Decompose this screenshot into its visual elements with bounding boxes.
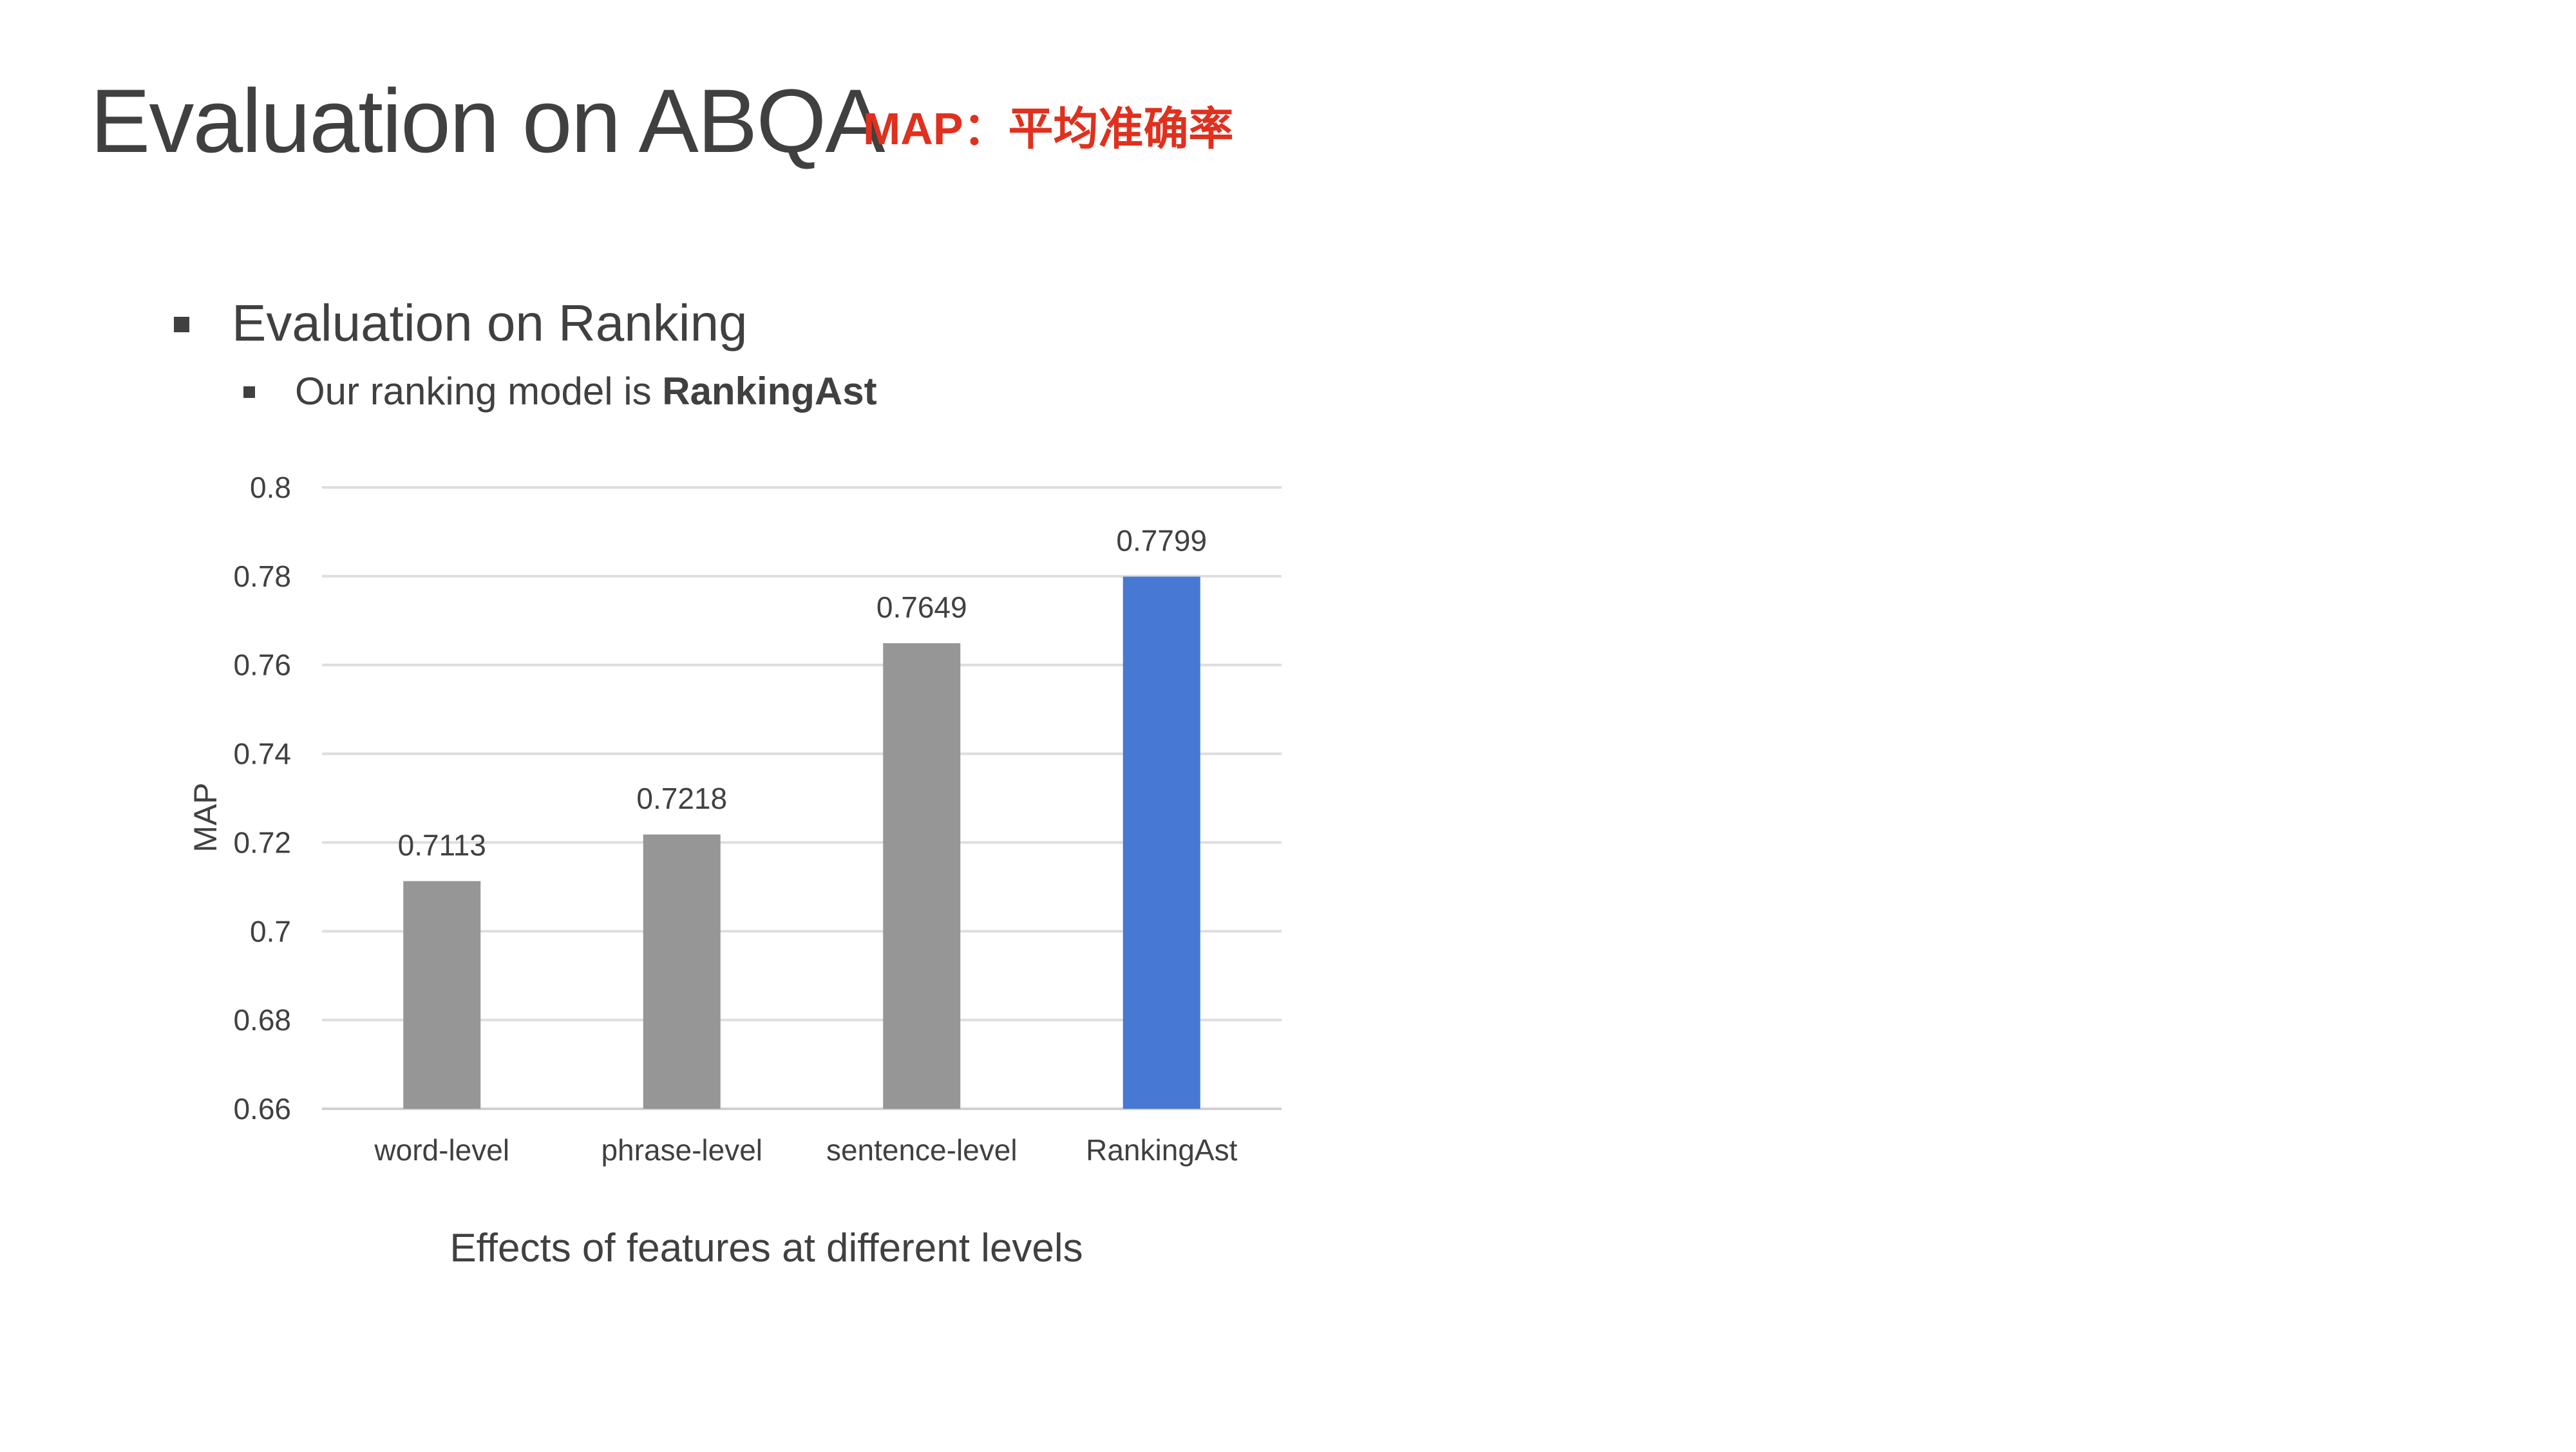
y-axis-label: MAP bbox=[187, 782, 223, 852]
data-label: 0.7218 bbox=[636, 782, 727, 815]
chart-bars bbox=[403, 576, 1200, 1109]
x-axis-ticks: word-level phrase-level sentence-level Rank… bbox=[374, 1133, 1237, 1167]
y-tick-label: 0.76 bbox=[233, 648, 291, 682]
y-tick-label: 0.7 bbox=[250, 914, 291, 948]
map-definition-note: MAP：平均准确率 bbox=[863, 104, 1234, 154]
chart-gridlines bbox=[322, 486, 1282, 1110]
bar-data-labels: 0.7113 0.7218 0.7649 0.7799 bbox=[398, 524, 1207, 862]
y-tick-label: 0.74 bbox=[233, 737, 291, 771]
y-tick-label: 0.72 bbox=[233, 825, 291, 859]
y-axis-ticks: 0.66 0.68 0.7 0.72 0.74 0.76 0.78 0.8 bbox=[233, 471, 291, 1126]
bar-word-level bbox=[403, 881, 481, 1109]
x-tick-label: RankingAst bbox=[1086, 1133, 1237, 1167]
data-label: 0.7649 bbox=[876, 590, 967, 624]
bar-RankingAst bbox=[1122, 576, 1200, 1109]
x-tick-label: sentence-level bbox=[826, 1133, 1018, 1167]
bullet-square-icon bbox=[243, 386, 255, 398]
model-name: RankingAst bbox=[662, 370, 877, 413]
y-tick-label: 0.8 bbox=[250, 471, 291, 504]
bar-phrase-level bbox=[643, 834, 721, 1109]
chart-caption: Effects of features at different levels bbox=[450, 1226, 1083, 1270]
y-tick-label: 0.78 bbox=[233, 560, 291, 593]
slide-title: Evaluation on ABQA bbox=[90, 70, 886, 171]
x-tick-label: word-level bbox=[374, 1133, 509, 1167]
data-label: 0.7113 bbox=[398, 828, 486, 862]
y-tick-label: 0.66 bbox=[233, 1092, 291, 1126]
sub-bullet-text: Our ranking model is RankingAst bbox=[295, 372, 877, 411]
sub-bullet-prefix: Our ranking model is bbox=[295, 370, 663, 413]
bullet-square-icon bbox=[174, 317, 189, 332]
y-tick-label: 0.68 bbox=[233, 1003, 291, 1037]
data-label: 0.7799 bbox=[1116, 524, 1207, 558]
x-tick-label: phrase-level bbox=[601, 1133, 762, 1167]
bullet-text: Evaluation on Ranking bbox=[232, 294, 748, 352]
bar-sentence-level bbox=[883, 643, 961, 1109]
